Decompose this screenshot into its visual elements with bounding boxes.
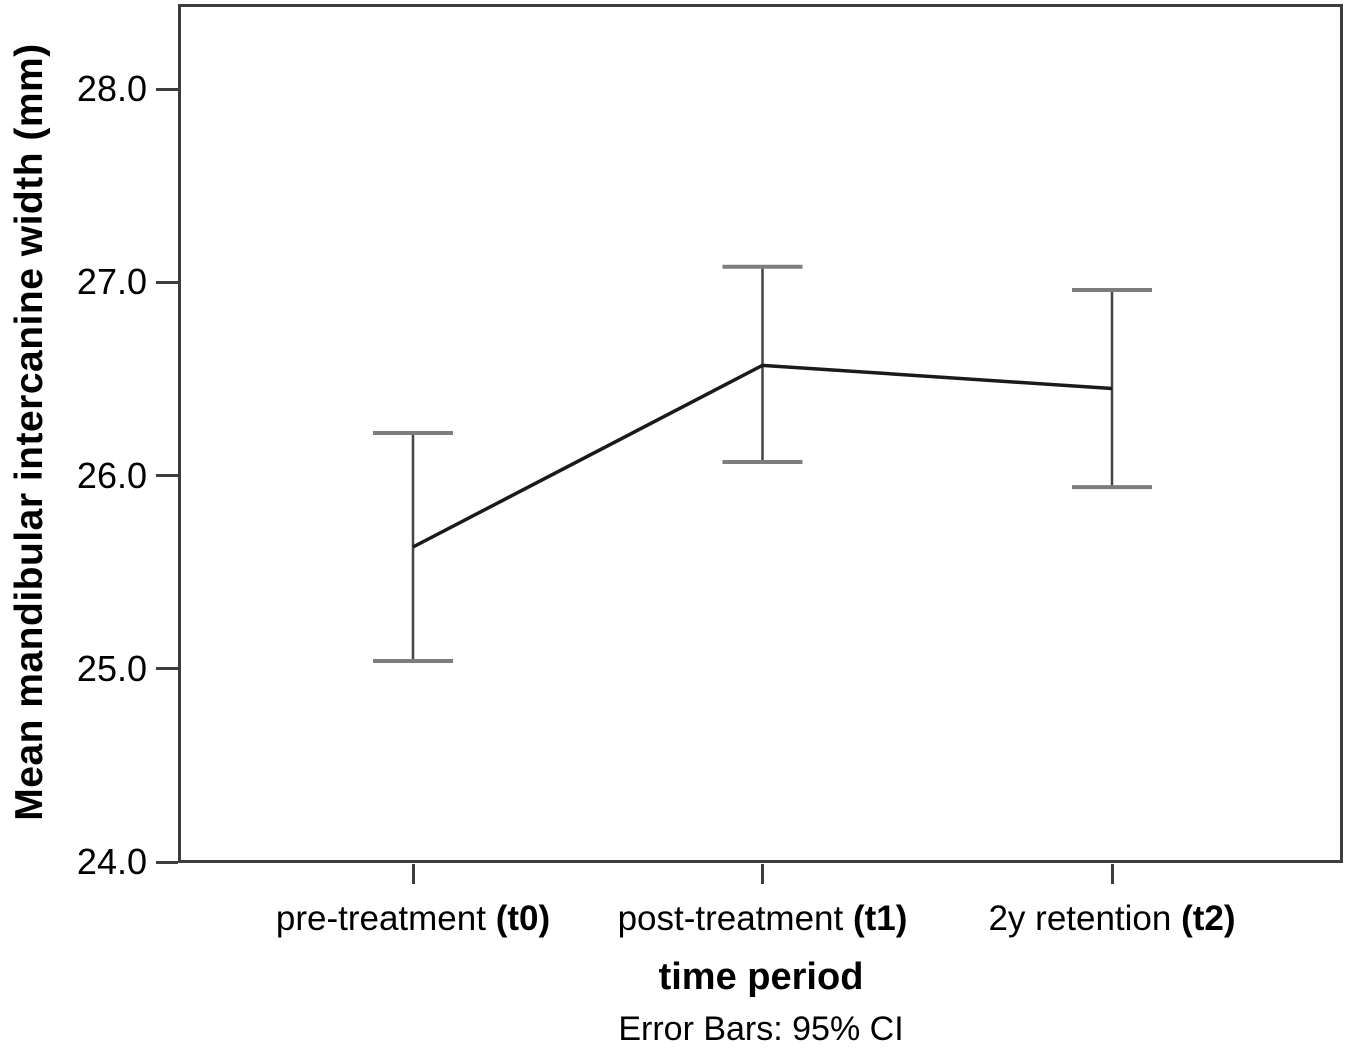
x-axis-title: time period bbox=[658, 956, 864, 998]
x-category-label-text: pre-treatment bbox=[275, 899, 496, 938]
x-category-label-code: (t1) bbox=[852, 899, 908, 938]
y-axis-title: Mean mandibular intercanine width (mm) bbox=[8, 43, 51, 821]
y-tick-label: 25.0 bbox=[76, 647, 147, 689]
y-tick-mark bbox=[156, 860, 178, 864]
x-category-label: 2y retention (t2) bbox=[882, 898, 1342, 940]
x-category-label-code: (t2) bbox=[1181, 899, 1236, 938]
x-tick-mark bbox=[411, 864, 415, 884]
y-tick-label: 24.0 bbox=[76, 841, 147, 882]
y-tick-mark bbox=[156, 280, 178, 284]
x-category-label: post-treatment (t1) bbox=[533, 898, 993, 940]
x-category-label-code: (t0) bbox=[495, 899, 551, 938]
y-tick-label: 27.0 bbox=[76, 261, 147, 303]
plot-area bbox=[178, 4, 1343, 863]
x-category-label-text: 2y retention bbox=[988, 899, 1182, 938]
y-tick-label: 28.0 bbox=[76, 68, 147, 109]
x-tick-mark bbox=[761, 864, 764, 884]
x-category-label: pre-treatment (t0) bbox=[183, 898, 643, 940]
y-tick-label: 26.0 bbox=[76, 454, 147, 496]
y-tick-mark bbox=[156, 87, 178, 91]
x-category-label-text: post-treatment bbox=[617, 899, 853, 938]
error-bars-caption: Error Bars: 95% CI bbox=[618, 1010, 904, 1048]
y-tick-mark bbox=[156, 667, 178, 671]
x-tick-mark bbox=[1110, 864, 1114, 884]
y-tick-mark bbox=[156, 474, 178, 477]
